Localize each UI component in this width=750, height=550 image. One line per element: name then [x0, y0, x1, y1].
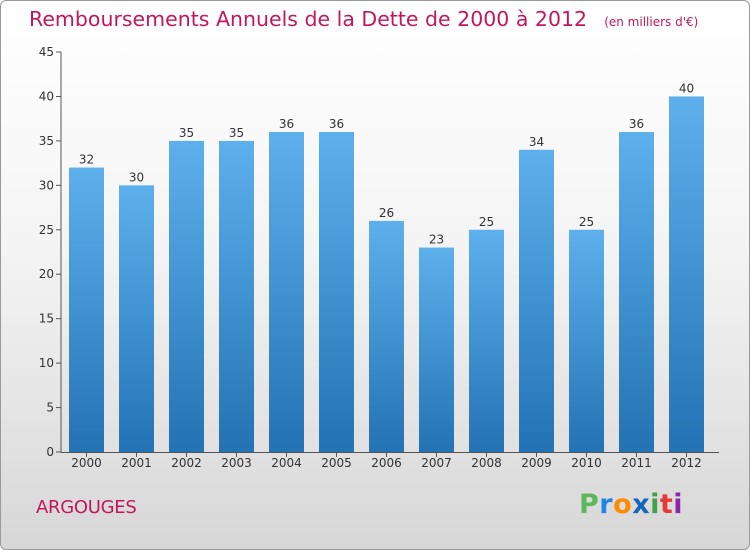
y-tick-label: 15 [39, 312, 54, 326]
x-tick-label: 2000 [71, 456, 102, 470]
bar [319, 132, 354, 452]
x-tick-label: 2001 [121, 456, 152, 470]
y-tick-label: 20 [39, 267, 54, 281]
chart-unit: (en milliers d'€) [604, 15, 699, 29]
bar [669, 96, 704, 452]
bar-value-label: 36 [329, 117, 344, 131]
chart-title-row: Remboursements Annuels de la Dette de 20… [29, 7, 698, 31]
bar [219, 140, 254, 452]
bar-value-label: 40 [679, 81, 694, 95]
bar [419, 247, 454, 452]
y-tick-label: 40 [39, 89, 54, 103]
y-tick-label: 35 [39, 134, 54, 148]
bar [269, 132, 304, 452]
x-tick-label: 2003 [221, 456, 252, 470]
proxiti-logo: Proxiti [579, 489, 684, 520]
y-tick-label: 45 [39, 45, 54, 59]
bar [469, 229, 504, 452]
y-tick-label: 25 [39, 223, 54, 237]
x-tick-label: 2008 [471, 456, 502, 470]
bar-value-label: 36 [629, 117, 644, 131]
bar-value-label: 26 [379, 206, 394, 220]
bar-value-label: 25 [479, 215, 494, 229]
bar-value-label: 32 [79, 153, 94, 167]
x-tick-label: 2007 [421, 456, 452, 470]
x-tick-label: 2009 [521, 456, 552, 470]
y-tick-label: 5 [46, 401, 54, 415]
commune-name: ARGOUGES [36, 497, 137, 518]
bar-value-label: 35 [229, 126, 244, 140]
y-tick-label: 30 [39, 178, 54, 192]
bar [569, 229, 604, 452]
x-tick-label: 2006 [371, 456, 402, 470]
bar [119, 185, 154, 453]
bar-value-label: 25 [579, 215, 594, 229]
x-tick-label: 2012 [671, 456, 702, 470]
bar [69, 167, 104, 453]
x-tick-label: 2010 [571, 456, 602, 470]
bar-value-label: 34 [529, 135, 544, 149]
x-tick-label: 2002 [171, 456, 202, 470]
y-tick-label: 0 [46, 445, 54, 459]
x-tick-label: 2011 [621, 456, 652, 470]
chart-title: Remboursements Annuels de la Dette de 20… [29, 7, 588, 31]
bar [519, 149, 554, 452]
y-tick-label: 10 [39, 356, 54, 370]
bar-value-label: 35 [179, 126, 194, 140]
x-tick-label: 2005 [321, 456, 352, 470]
x-tick-label: 2004 [271, 456, 302, 470]
bar-value-label: 30 [129, 170, 144, 184]
bar [369, 220, 404, 452]
bar [619, 132, 654, 452]
bar-value-label: 23 [429, 233, 444, 247]
bar-value-label: 36 [279, 117, 294, 131]
bar [169, 140, 204, 452]
